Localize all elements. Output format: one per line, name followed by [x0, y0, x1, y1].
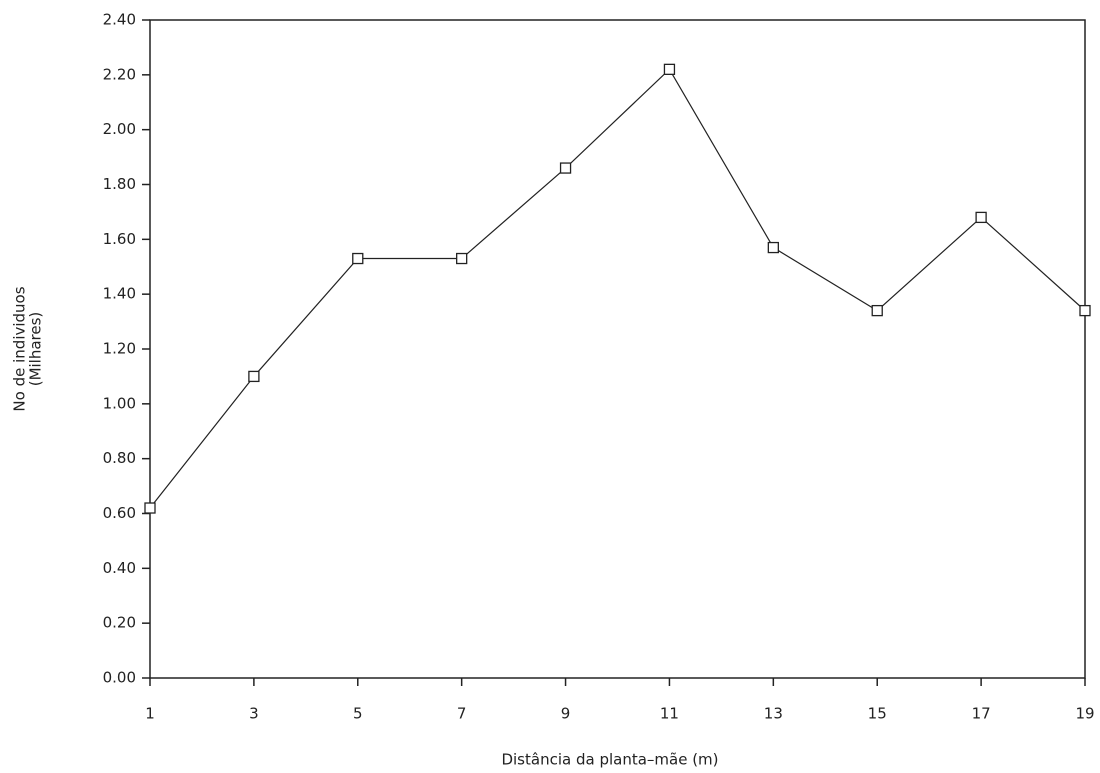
- x-tick-label: 13: [764, 705, 783, 723]
- x-tick-label: 9: [561, 705, 571, 723]
- y-tick-label: 0.40: [103, 559, 136, 577]
- marker: [144, 502, 156, 514]
- x-tick-label: 17: [972, 705, 991, 723]
- marker: [975, 211, 987, 224]
- marker: [767, 241, 779, 254]
- series-line: [149, 68, 1086, 509]
- marker: [248, 370, 260, 383]
- marker: [352, 252, 364, 265]
- marker: [1079, 304, 1091, 317]
- x-axis-label: Distância da planta–mãe (m): [501, 751, 718, 769]
- y-axis-label: (Milhares): [27, 312, 45, 387]
- y-tick-label: 0.80: [103, 449, 136, 467]
- y-tick-label: 0.20: [103, 614, 136, 632]
- x-tick-label: 3: [249, 705, 259, 723]
- x-tick-label: 19: [1075, 705, 1094, 723]
- marker: [456, 252, 468, 265]
- y-tick-label: 2.00: [103, 120, 136, 138]
- marker: [559, 162, 572, 174]
- x-tick-label: 7: [457, 705, 467, 723]
- y-tick-label: 0.00: [103, 669, 136, 687]
- marker: [663, 63, 676, 75]
- y-tick-label: 1.00: [103, 394, 136, 412]
- x-tick-label: 1: [145, 705, 155, 723]
- y-tick-label: 1.40: [103, 285, 136, 303]
- y-tick-label: 1.20: [103, 340, 136, 358]
- y-tick-label: 1.80: [103, 175, 136, 193]
- x-tick-label: 11: [660, 705, 679, 723]
- y-tick-label: 2.40: [103, 11, 136, 29]
- y-tick-label: 0.60: [103, 504, 136, 522]
- y-axis-label: No de individuos: [11, 286, 29, 411]
- y-tick-label: 2.20: [103, 65, 136, 83]
- x-tick-label: 15: [868, 705, 887, 723]
- y-tick-label: 1.60: [103, 230, 136, 248]
- marker: [871, 304, 883, 317]
- x-tick-label: 5: [353, 705, 363, 723]
